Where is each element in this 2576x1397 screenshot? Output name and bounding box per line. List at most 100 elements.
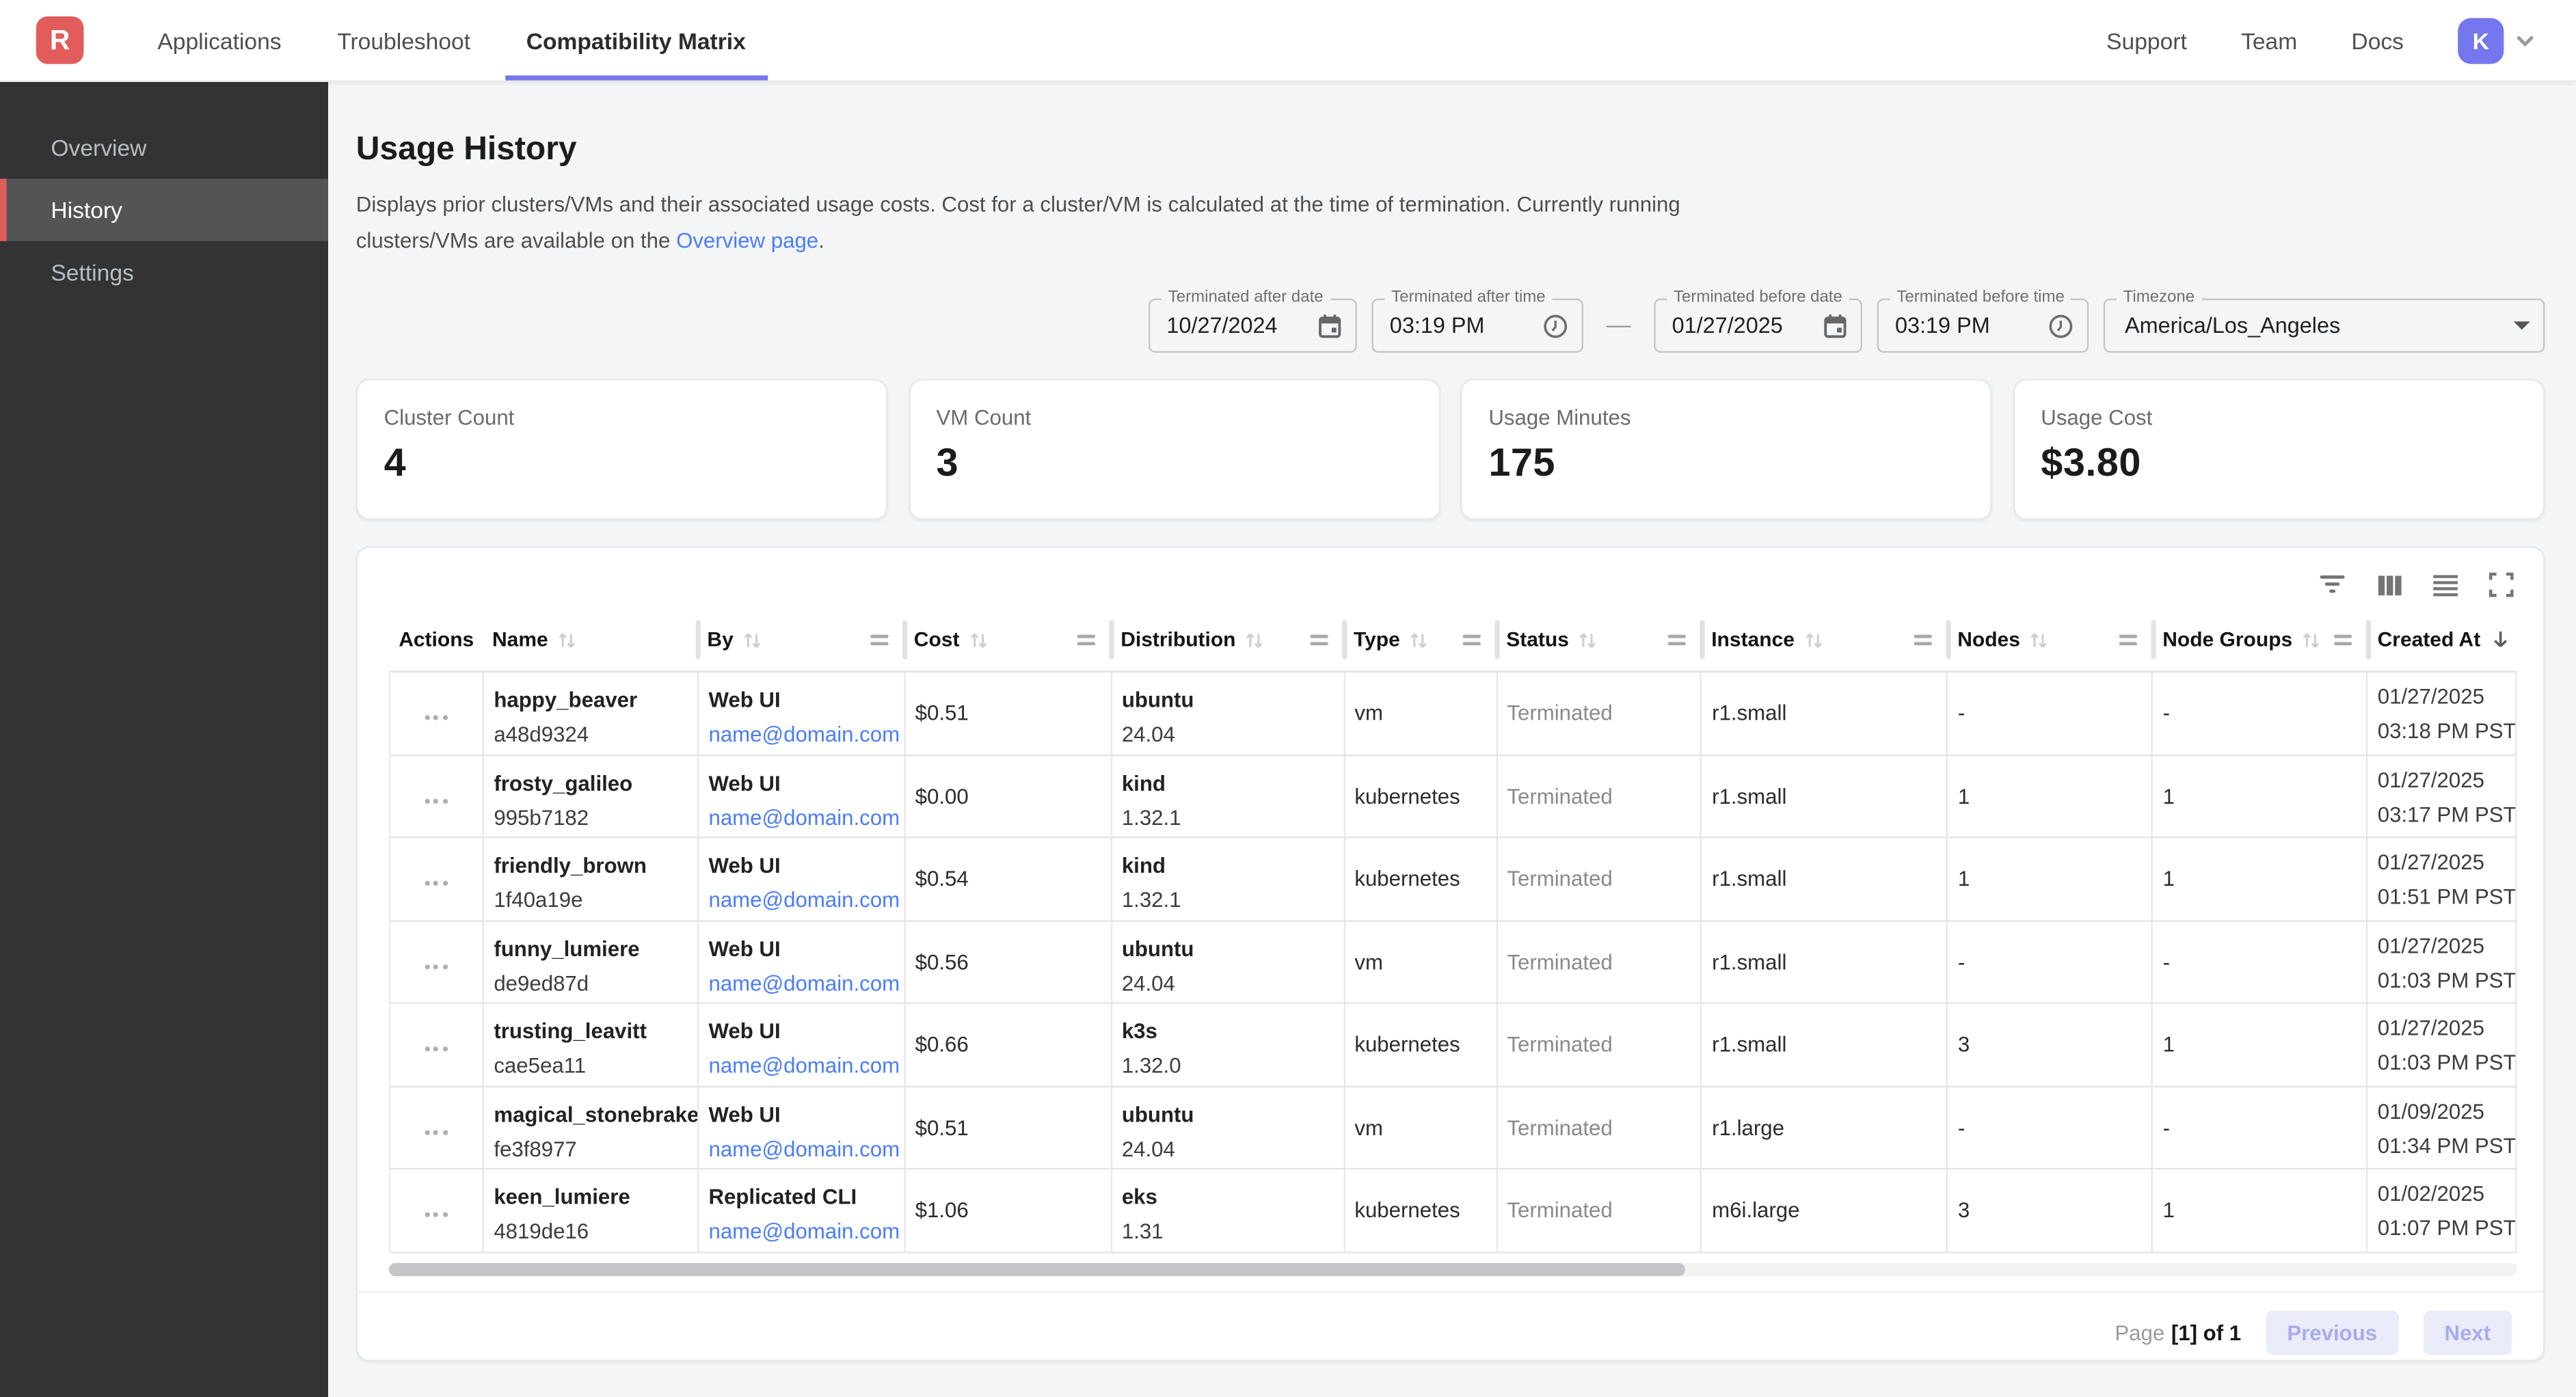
by-email-link[interactable]: name@domain.com xyxy=(708,887,900,912)
cell-distribution: ubuntu 24.04 xyxy=(1112,1087,1345,1168)
terminated-after-time-value[interactable]: 03:19 PM xyxy=(1389,313,1485,338)
terminated-after-time-field[interactable]: Terminated after time 03:19 PM xyxy=(1371,288,1583,353)
row-actions-button[interactable] xyxy=(390,838,484,920)
nav-item-team[interactable]: Team xyxy=(2241,27,2298,53)
by-email-link[interactable]: name@domain.com xyxy=(708,1219,900,1244)
row-actions-button[interactable] xyxy=(390,921,484,1003)
column-separator[interactable] xyxy=(2365,620,2370,660)
column-header-cost[interactable]: Cost xyxy=(904,608,1114,670)
fullscreen-icon[interactable] xyxy=(2488,572,2514,597)
sort-icon[interactable] xyxy=(1803,629,1824,650)
scrollbar-thumb[interactable] xyxy=(388,1262,1685,1276)
distribution-name: k3s xyxy=(1121,1018,1157,1044)
sidebar-item-settings[interactable]: Settings xyxy=(51,259,134,286)
by-email-link[interactable]: name@domain.com xyxy=(708,1136,900,1161)
column-header-instance[interactable]: Instance xyxy=(1702,608,1950,670)
nav-item-compatibility-matrix[interactable]: Compatibility Matrix xyxy=(498,0,774,81)
clock-icon[interactable] xyxy=(1542,312,1568,338)
calendar-icon[interactable] xyxy=(1317,312,1342,338)
sort-icon[interactable] xyxy=(2300,629,2322,650)
column-menu-icon[interactable] xyxy=(870,632,889,647)
column-header-created-at[interactable]: Created At xyxy=(2367,608,2517,670)
next-button[interactable]: Next xyxy=(2423,1310,2512,1355)
sort-icon[interactable] xyxy=(967,629,989,650)
terminated-before-date-value[interactable]: 01/27/2025 xyxy=(1672,313,1783,338)
table-row[interactable]: keen_lumiere 4819de16 Replicated CLI nam… xyxy=(390,1169,2517,1253)
timezone-select[interactable]: Timezone America/Los_Angeles xyxy=(2103,288,2545,353)
row-actions-button[interactable] xyxy=(390,755,484,837)
by-email-link[interactable]: name@domain.com xyxy=(708,722,900,746)
by-email-link[interactable]: name@domain.com xyxy=(708,970,900,995)
column-separator[interactable] xyxy=(1494,620,1499,660)
column-header-distribution[interactable]: Distribution xyxy=(1111,608,1347,670)
sidebar-item-history[interactable]: History xyxy=(0,178,329,241)
column-menu-icon[interactable] xyxy=(1309,632,1329,647)
table-row[interactable]: trusting_leavitt cae5ea11 Web UI name@do… xyxy=(390,1003,2517,1087)
column-separator[interactable] xyxy=(695,620,700,660)
column-menu-icon[interactable] xyxy=(1462,632,1481,647)
sort-icon[interactable] xyxy=(1244,629,1265,650)
sort-icon[interactable] xyxy=(2028,629,2050,650)
table-row[interactable]: magical_stonebraker fe3f8977 Web UI name… xyxy=(390,1087,2517,1170)
terminated-after-date-value[interactable]: 10/27/2024 xyxy=(1166,313,1278,338)
dropdown-arrow-icon[interactable] xyxy=(2513,321,2530,330)
terminated-before-time-value[interactable]: 03:19 PM xyxy=(1895,313,1990,338)
filter-icon[interactable] xyxy=(2318,574,2346,595)
avatar[interactable]: K xyxy=(2458,17,2504,64)
column-header-nodes[interactable]: Nodes xyxy=(1948,608,2156,670)
column-separator[interactable] xyxy=(1341,620,1347,660)
nav-item-applications[interactable]: Applications xyxy=(157,27,282,53)
sort-icon[interactable] xyxy=(556,629,578,650)
sort-icon[interactable] xyxy=(742,629,763,650)
column-separator[interactable] xyxy=(1945,620,1950,660)
column-separator[interactable] xyxy=(1699,620,1704,660)
column-separator[interactable] xyxy=(2150,620,2156,660)
row-actions-button[interactable] xyxy=(390,1169,484,1251)
terminated-before-time-field[interactable]: Terminated before time 03:19 PM xyxy=(1877,288,2089,353)
overview-page-link[interactable]: Overview page xyxy=(676,228,819,253)
table-row[interactable]: friendly_brown 1f40a19e Web UI name@doma… xyxy=(390,838,2517,921)
table-row[interactable]: funny_lumiere de9ed87d Web UI name@domai… xyxy=(390,921,2517,1004)
column-header-name[interactable]: Name xyxy=(483,608,700,670)
columns-icon[interactable] xyxy=(2378,573,2402,597)
column-header-type[interactable]: Type xyxy=(1344,608,1499,670)
clock-icon[interactable] xyxy=(2048,312,2074,338)
sidebar-item-overview[interactable]: Overview xyxy=(51,134,147,161)
ellipsis-icon xyxy=(442,716,448,721)
column-menu-icon[interactable] xyxy=(1667,632,1687,647)
timezone-value[interactable]: America/Los_Angeles xyxy=(2125,313,2341,338)
column-menu-icon[interactable] xyxy=(2333,632,2353,647)
horizontal-scrollbar[interactable] xyxy=(388,1262,2517,1276)
previous-button[interactable]: Previous xyxy=(2266,1310,2399,1355)
column-separator[interactable] xyxy=(1108,620,1114,660)
table-row[interactable]: frosty_galileo 995b7182 Web UI name@doma… xyxy=(390,755,2517,839)
column-header-status[interactable]: Status xyxy=(1497,608,1704,670)
sort-desc-icon[interactable] xyxy=(2488,628,2512,651)
terminated-after-date-field[interactable]: Terminated after date 10/27/2024 xyxy=(1149,288,1357,353)
cell-instance: m6i.large xyxy=(1702,1169,1948,1251)
nav-item-docs[interactable]: Docs xyxy=(2351,27,2404,53)
table-row[interactable]: happy_beaver a48d9324 Web UI name@domain… xyxy=(390,673,2517,756)
column-menu-icon[interactable] xyxy=(2118,632,2138,647)
by-email-link[interactable]: name@domain.com xyxy=(708,1053,900,1078)
cell-cost: $0.66 xyxy=(905,1003,1112,1085)
column-menu-icon[interactable] xyxy=(1913,632,1933,647)
row-actions-button[interactable] xyxy=(390,1003,484,1085)
sort-icon[interactable] xyxy=(1408,629,1430,650)
column-header-by[interactable]: By xyxy=(697,608,907,670)
row-actions-button[interactable] xyxy=(390,673,484,754)
column-header-node-groups[interactable]: Node Groups xyxy=(2153,608,2370,670)
column-menu-icon[interactable] xyxy=(1076,632,1096,647)
by-email-link[interactable]: name@domain.com xyxy=(708,804,900,830)
user-menu[interactable]: K xyxy=(2458,17,2535,64)
sort-icon[interactable] xyxy=(1577,629,1598,650)
terminated-before-date-field[interactable]: Terminated before date 01/27/2025 xyxy=(1654,288,1862,353)
nav-item-troubleshoot[interactable]: Troubleshoot xyxy=(337,27,471,53)
density-icon[interactable] xyxy=(2433,573,2458,597)
row-actions-button[interactable] xyxy=(390,1087,484,1168)
nav-item-support[interactable]: Support xyxy=(2106,27,2187,53)
distribution-name: kind xyxy=(1121,770,1166,795)
column-separator[interactable] xyxy=(901,620,907,660)
calendar-icon[interactable] xyxy=(1823,312,1847,338)
replicated-logo[interactable]: R xyxy=(36,16,84,64)
